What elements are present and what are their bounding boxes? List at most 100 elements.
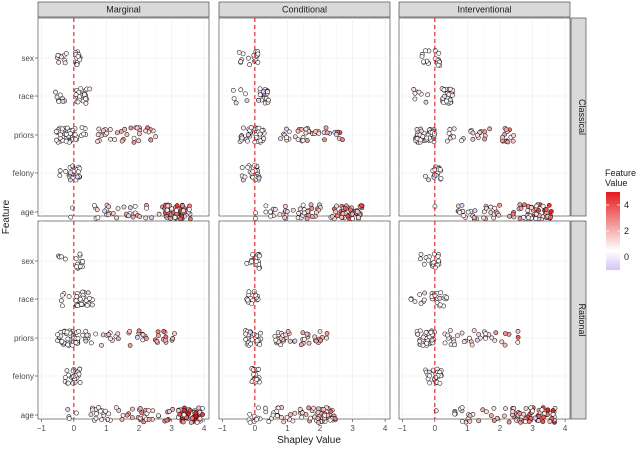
data-point-priors [59,126,65,132]
data-point-sex [238,59,244,65]
data-point-sex [256,265,262,271]
data-point-priors [447,328,453,333]
data-point-age [129,415,135,421]
data-point-age [333,209,338,215]
data-point-sex [74,264,79,270]
data-point-race [408,296,414,302]
data-point-priors [243,331,249,337]
x-tick-label: 1 [465,424,470,433]
data-point-sex [244,261,250,266]
data-point-age [492,205,498,211]
data-point-age [292,410,298,416]
data-point-priors [492,338,498,343]
panel-rational-interventional [398,220,571,425]
data-point-race [256,97,261,103]
data-point-age [277,212,283,217]
data-point-priors [515,334,521,340]
data-point-priors [153,134,158,140]
data-point-priors [127,343,133,348]
data-point-priors [58,132,63,138]
data-point-age [334,203,339,209]
data-point-priors [417,328,423,334]
data-point-age [288,412,293,417]
data-point-priors [334,132,339,137]
data-point-priors [239,135,245,141]
data-point-sex [421,261,427,267]
data-point-felony [254,377,260,382]
data-point-age [459,202,465,208]
row-strip-label: Classical [577,99,587,135]
data-point-priors [470,130,476,136]
data-point-race [59,303,65,309]
data-point-priors [122,126,127,132]
data-point-priors [503,127,509,133]
data-point-age [263,203,269,209]
data-point-age [120,413,126,418]
data-point-age [95,215,101,221]
data-point-sex [73,256,79,262]
data-point-sex [436,258,441,264]
data-point-age [132,203,138,209]
data-point-race [421,297,427,303]
data-point-priors [119,138,125,144]
data-point-priors [63,138,69,144]
data-point-priors [257,131,263,137]
data-point-race [412,96,418,102]
data-point-priors [424,340,430,346]
data-point-age [465,209,471,215]
legend-tick-label: 0 [624,252,629,262]
data-point-felony [239,165,245,171]
data-point-race [437,295,443,301]
data-point-age [543,207,549,212]
data-point-age [534,203,539,209]
data-point-age [180,203,185,209]
data-point-race [257,86,263,92]
data-point-priors [134,125,140,131]
data-point-age [99,417,105,423]
data-point-age [457,209,463,215]
data-point-priors [75,336,81,341]
data-point-age [266,419,272,424]
x-tick-label: 0 [433,424,438,433]
data-point-felony [437,167,443,172]
data-point-priors [300,138,306,143]
panel-classical-interventional [398,17,571,222]
data-point-age [301,210,307,216]
data-point-race [243,91,248,97]
data-point-priors [73,340,79,346]
data-point-age [188,420,194,425]
data-point-age [114,215,119,221]
data-point-sex [63,256,68,262]
data-point-priors [312,334,318,340]
column-strip [218,1,391,18]
data-point-age [263,209,269,215]
data-point-age [350,216,355,222]
data-point-sex [436,50,442,56]
data-point-priors [115,336,121,342]
data-point-sex [423,48,428,54]
panel-background [398,17,571,217]
data-point-age [106,204,112,210]
data-point-priors [241,125,246,131]
data-point-priors [324,331,330,336]
data-point-felony [63,169,69,174]
data-point-priors [493,330,499,336]
data-point-sex [426,257,431,263]
data-point-race [447,86,453,92]
data-point-sex [59,254,64,260]
data-point-age [459,419,465,424]
data-point-race [442,93,447,99]
x-tick-label: 1 [104,424,109,433]
data-point-age [300,202,306,208]
data-point-age [98,408,103,414]
data-point-age [548,209,554,214]
data-point-age [548,214,553,220]
data-point-priors [285,329,291,334]
data-point-priors [148,137,154,143]
data-point-priors [112,137,117,143]
data-point-priors [499,339,505,345]
data-point-priors [76,328,82,334]
x-tick-label: 2 [137,424,142,433]
data-point-age [518,205,524,211]
